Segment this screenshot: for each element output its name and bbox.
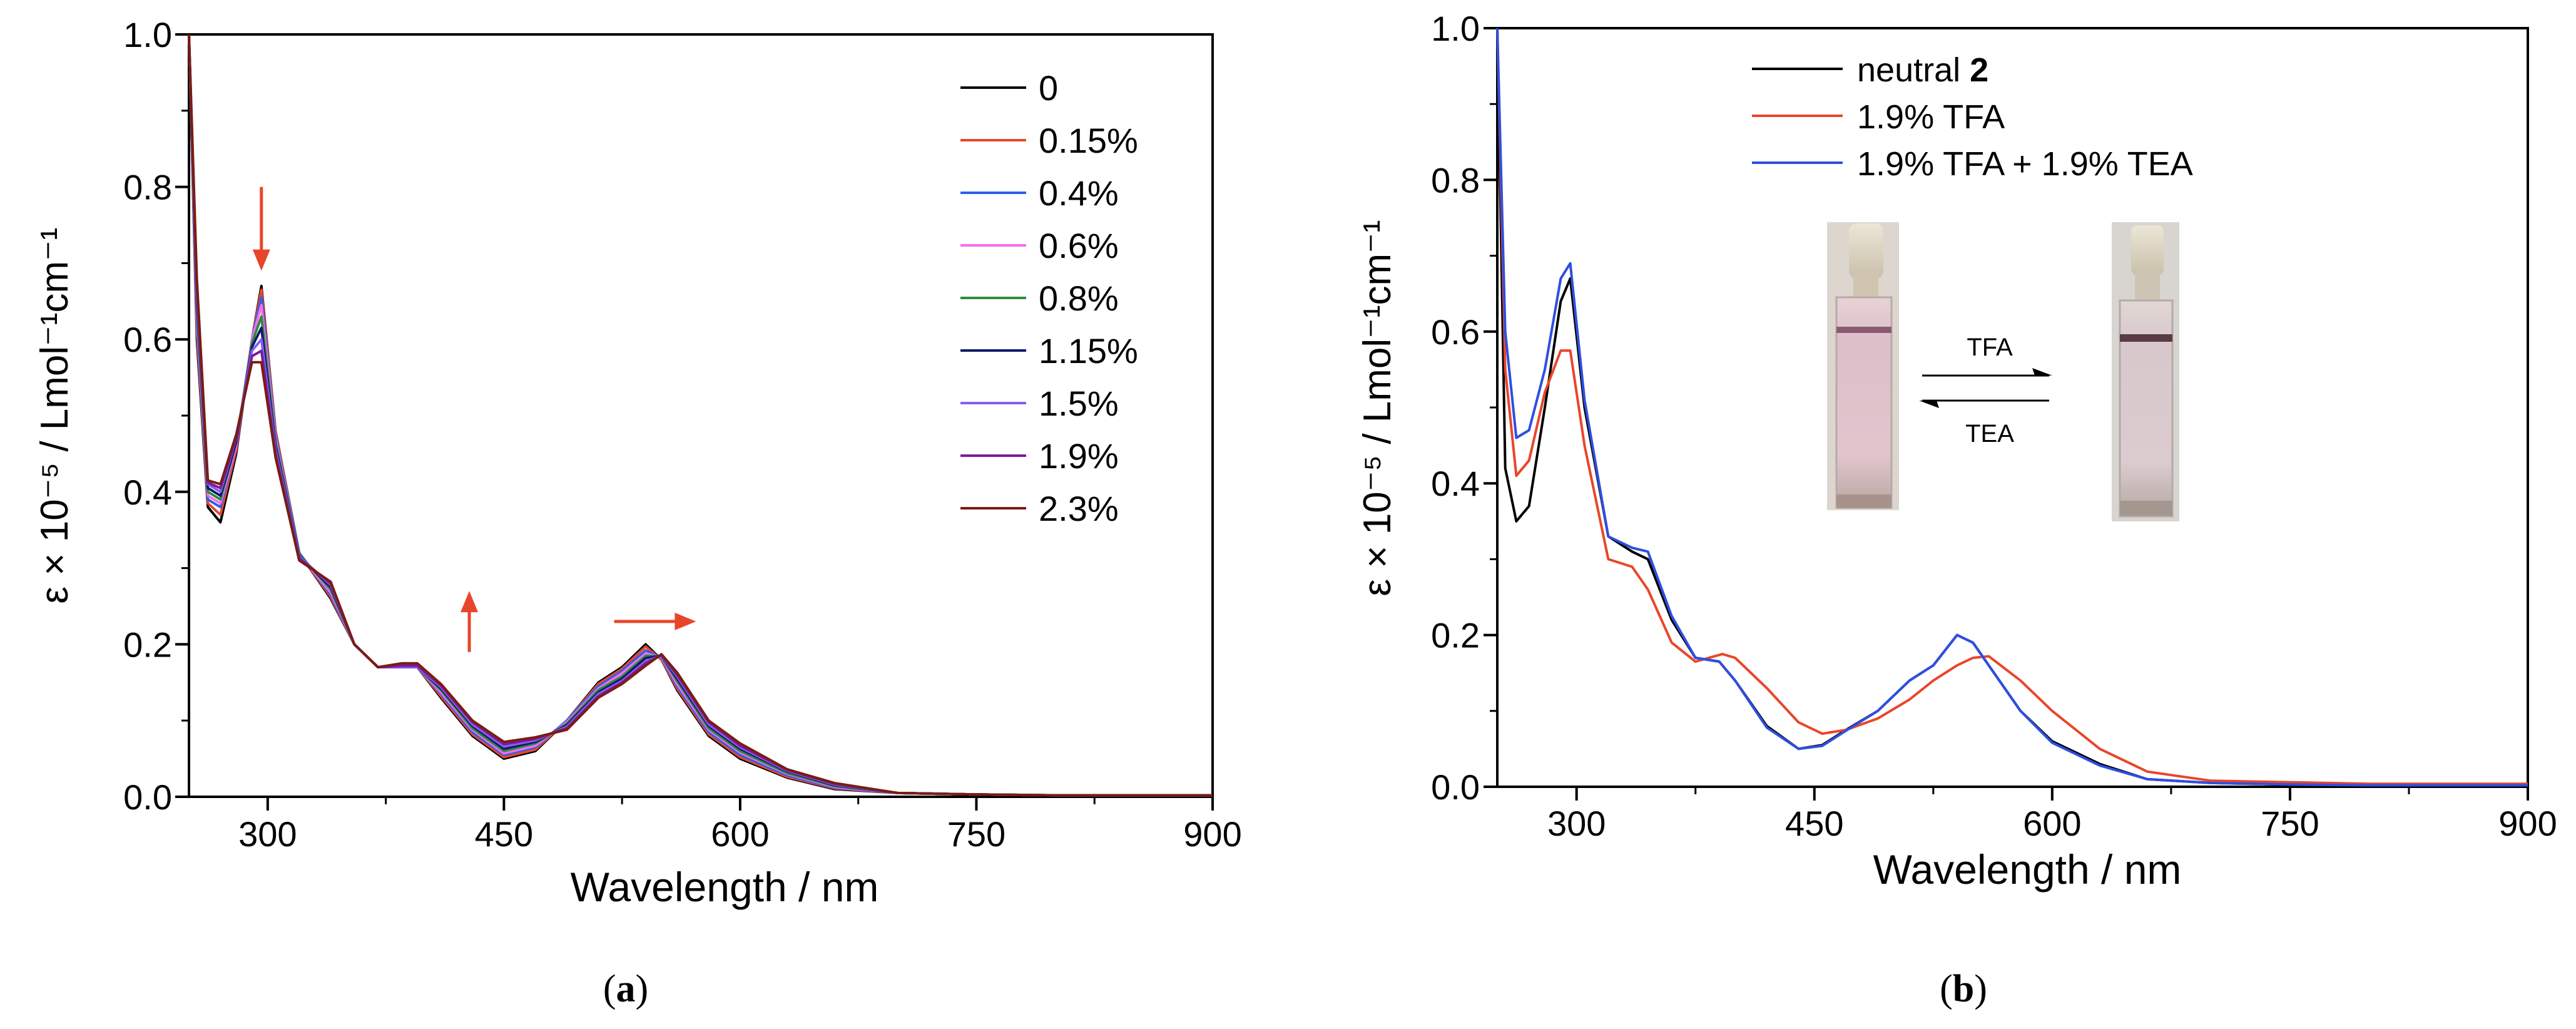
- y-tick-label: 0.0: [1431, 767, 1480, 807]
- arrow-up-head: [461, 591, 479, 613]
- legend-entry-0-15: 0.15%: [1039, 121, 1138, 160]
- legend-entry-1-5: 1.5%: [1039, 384, 1119, 423]
- legend-entry-0-6: 0.6%: [1039, 226, 1119, 265]
- series-group: [1496, 28, 2528, 787]
- y-tick-label: 0.0: [123, 777, 172, 817]
- y-tick-label: 1.0: [1431, 9, 1480, 48]
- caption-letter: a: [616, 968, 636, 1010]
- legend-entry-2-3: 2.3%: [1039, 489, 1119, 528]
- y-tick-label: 0.2: [123, 625, 172, 664]
- legend-entry-0-8: 0.8%: [1039, 279, 1119, 318]
- legend-label-text: 1.9% TFA + 1.9% TEA: [1857, 145, 2193, 183]
- x-tick-label: 300: [238, 814, 297, 854]
- y-axis-label: ε × 10⁻⁵ / Lmol⁻¹cm⁻¹: [1356, 220, 1399, 596]
- y-ticks: 0.0 0.2 0.4 0.6 0.8 1.0: [1431, 9, 1497, 807]
- series-line-1-9-tfa-1-9-tea: [1496, 28, 2528, 787]
- inset-photos: TFA TEA: [1827, 222, 2179, 521]
- reverse-reagent-label: TEA: [1965, 420, 2014, 448]
- y-axis-label: ε × 10⁻⁵ / Lmol⁻¹cm⁻¹: [33, 227, 76, 603]
- y-tick-label: 0.6: [1431, 312, 1480, 352]
- x-tick-label: 750: [947, 814, 1005, 854]
- x-tick-label: 900: [2498, 804, 2557, 843]
- y-tick-label: 0.8: [1431, 160, 1480, 200]
- cuvette-neutral-photo: [1827, 222, 1899, 510]
- legend-label-text: 1.9% TFA: [1857, 98, 2005, 136]
- y-tick-label: 0.6: [123, 320, 172, 359]
- y-ticks: 0.0 0.2 0.4 0.6 0.8 1.0: [123, 15, 189, 817]
- y-tick-label: 0.4: [1431, 464, 1480, 503]
- legend-entry-1-9-tfa-1-9-tea: 1.9% TFA + 1.9% TEA: [1857, 145, 2193, 183]
- legend-entry-1-9-tfa: 1.9% TFA: [1857, 98, 2005, 136]
- series-group: [188, 34, 1213, 797]
- y-tick-label: 0.4: [123, 473, 172, 512]
- x-tick-label: 600: [711, 814, 769, 854]
- legend-entry-0: 0: [1039, 68, 1058, 108]
- x-tick-label: 750: [2261, 804, 2319, 843]
- x-tick-label: 450: [1785, 804, 1843, 843]
- equilibrium-arrows: [1919, 368, 2052, 408]
- caption-letter: b: [1953, 968, 1974, 1010]
- x-tick-label: 900: [1183, 814, 1241, 854]
- legend-entry-1-9: 1.9%: [1039, 436, 1119, 476]
- x-axis-label: Wavelength / nm: [1873, 846, 2182, 893]
- panel-a: 300 450 600 750 900 0.0 0.2 0.4 0.6 0.8 1.0 0 0.15…: [33, 15, 1242, 1010]
- x-ticks: 300 450 600 750 900: [1547, 787, 2557, 843]
- cuvette-protonated-photo: [2112, 222, 2179, 521]
- series-line-neutral-2: [1496, 28, 2528, 787]
- x-ticks: 300 450 600 750 900: [238, 797, 1242, 854]
- y-tick-label: 0.2: [1431, 616, 1480, 655]
- legend: neutral 2 1.9% TFA 1.9% TFA + 1.9% TEA: [1752, 51, 2193, 183]
- y-tick-label: 0.8: [123, 168, 172, 207]
- panel-caption-b: (b): [1940, 968, 1987, 1010]
- legend-entry-neutral-2: neutral 2: [1857, 51, 1988, 89]
- legend-label-text: neutral: [1857, 51, 1970, 89]
- legend-entry-1-15: 1.15%: [1039, 331, 1138, 371]
- series-line-1-9-tfa: [1496, 28, 2528, 786]
- series-line-2-3: [188, 34, 1213, 797]
- panel-caption-a: (a): [603, 968, 648, 1010]
- trend-arrows: [252, 187, 696, 652]
- arrow-right-head: [675, 612, 696, 630]
- x-axis-label: Wavelength / nm: [571, 864, 879, 910]
- legend-entry-0-4: 0.4%: [1039, 173, 1119, 213]
- x-tick-label: 600: [2023, 804, 2081, 843]
- panel-b: 300 450 600 750 900 0.0 0.2 0.4 0.6 0.8 1.0 neutr…: [1356, 9, 2557, 1010]
- y-tick-label: 1.0: [123, 15, 172, 54]
- forward-reagent-label: TFA: [1967, 334, 2013, 361]
- arrow-down-head: [252, 249, 270, 271]
- x-tick-label: 450: [475, 814, 533, 854]
- x-tick-label: 300: [1547, 804, 1606, 843]
- legend: 0 0.15% 0.4% 0.6% 0.8% 1.15% 1.5% 1.9% 2.3%: [960, 68, 1138, 528]
- legend-label-bold: 2: [1970, 51, 1988, 89]
